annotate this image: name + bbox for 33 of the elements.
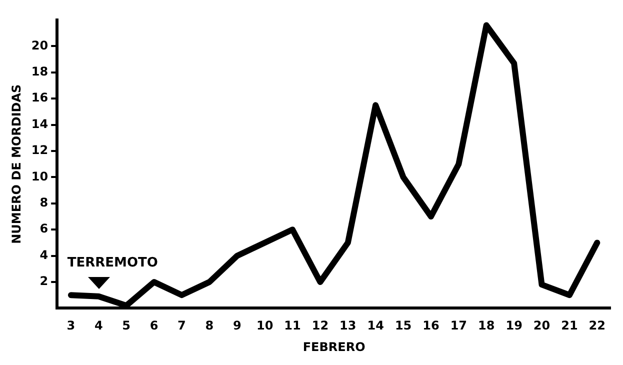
- y-axis-title: NUMERO DE MORDIDAS: [9, 84, 24, 244]
- x-tick-label: 18: [478, 318, 495, 333]
- y-tick-label: 18: [31, 64, 48, 79]
- x-tick-label: 3: [66, 318, 76, 333]
- x-tick-label: 14: [367, 318, 384, 333]
- x-tick-label: 16: [422, 318, 440, 333]
- x-tick-label: 7: [178, 318, 186, 333]
- y-tick-label: 4: [40, 248, 48, 262]
- x-tick-label: 12: [312, 318, 329, 333]
- x-tick-label: 17: [450, 318, 468, 333]
- x-tick-label: 9: [232, 318, 242, 333]
- x-tick-label: 21: [561, 318, 578, 333]
- y-tick-label: 14: [31, 116, 48, 131]
- x-tick-label: 6: [150, 318, 158, 333]
- x-tick-label: 8: [205, 318, 214, 333]
- y-tick-label: 8: [40, 196, 48, 210]
- x-tick-label: 5: [122, 318, 131, 333]
- y-tick-label: 16: [31, 90, 48, 105]
- annotation: TERREMOTO: [67, 256, 158, 271]
- x-tick-label: 11: [284, 318, 301, 333]
- y-tick-label: 10: [31, 169, 48, 184]
- x-axis-title: FEBRERO: [302, 340, 366, 354]
- x-tick-label: 10: [256, 318, 274, 333]
- x-tick-label: 4: [94, 318, 103, 333]
- y-tick-label: 20: [31, 38, 48, 52]
- x-tick-label: 20: [533, 318, 550, 333]
- y-tick-label: 6: [40, 222, 48, 236]
- x-tick-label: 19: [506, 318, 522, 333]
- y-tick-label: 12: [31, 143, 48, 158]
- y-tick-label: 2: [40, 274, 48, 288]
- x-tick-label: 22: [588, 318, 606, 333]
- x-tick-label: 15: [394, 318, 412, 333]
- x-tick-label: 13: [340, 318, 356, 333]
